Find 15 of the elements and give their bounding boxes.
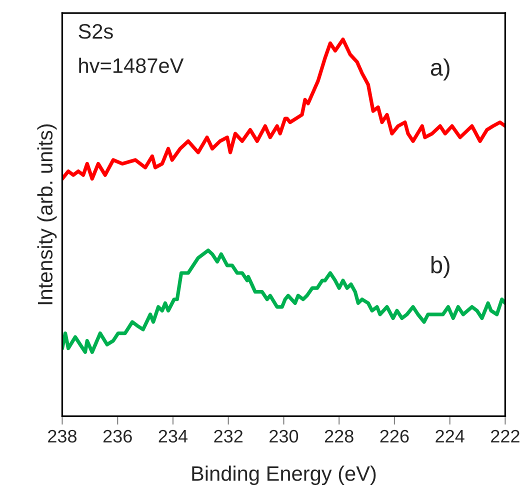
x-axis-title: Binding Energy (eV) xyxy=(192,466,376,486)
x-tick-label: 228 xyxy=(324,430,354,443)
x-tick-label: 238 xyxy=(48,430,77,443)
text: S2s xyxy=(78,24,113,39)
x-tick-label: 230 xyxy=(270,430,298,443)
annotation: hv=1487eV xyxy=(79,58,184,74)
series-label: a) xyxy=(430,58,450,80)
x-tick-label: 224 xyxy=(436,430,464,442)
y-axis-title: Intensity (arb. units) xyxy=(37,124,57,304)
x-tick-label: 236 xyxy=(103,430,132,443)
x-tick-label: 232 xyxy=(214,430,243,443)
series-label: b) xyxy=(431,256,450,278)
x-tick-label: 222 xyxy=(491,430,520,442)
x-tick-label: 226 xyxy=(380,430,409,443)
x-tick-label: 234 xyxy=(158,430,188,443)
